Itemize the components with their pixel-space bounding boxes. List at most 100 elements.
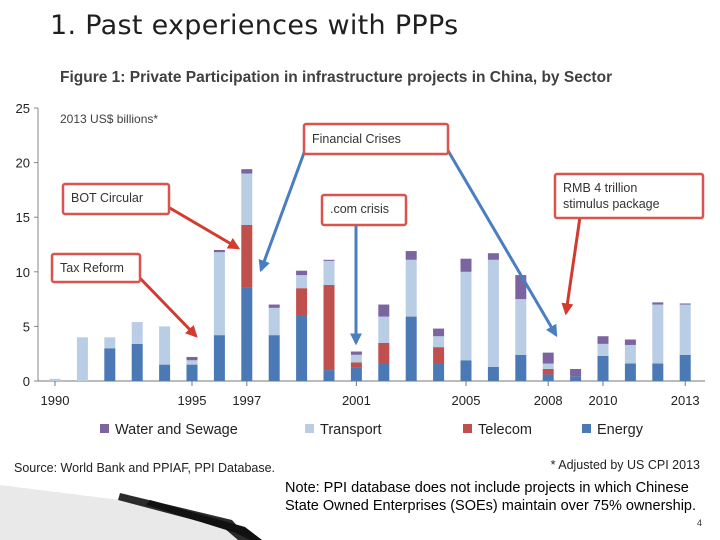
bar-segment-transport-2001 bbox=[350, 354, 362, 363]
x-tick-label: 1997 bbox=[232, 393, 261, 408]
slide-title: 1. Past experiences with PPPs bbox=[50, 10, 459, 41]
callout-arrow-rmb-stimulus bbox=[561, 216, 582, 316]
chart-source: Source: World Bank and PPIAF, PPI Databa… bbox=[14, 461, 275, 475]
bar-segment-energy-2000 bbox=[323, 370, 335, 381]
bar-segment-telecom-2002 bbox=[378, 342, 390, 364]
bar-segment-energy-2004 bbox=[433, 363, 445, 381]
bar-segment-water-2003 bbox=[405, 251, 417, 260]
bar-segment-transport-2006 bbox=[487, 259, 499, 367]
bar-segment-transport-2004 bbox=[433, 336, 445, 348]
bar-segment-transport-2010 bbox=[597, 343, 609, 356]
bar-segment-energy-1998 bbox=[268, 335, 280, 381]
bar-segment-energy-2001 bbox=[350, 367, 362, 381]
callout-arrow-financial-crises-right bbox=[441, 141, 558, 338]
bar-segment-water-1996 bbox=[213, 249, 225, 253]
y-tick-label: 5 bbox=[23, 319, 30, 334]
y-tick-label: 10 bbox=[16, 265, 30, 280]
bar-segment-telecom-2008 bbox=[542, 368, 554, 375]
y-tick-label: 20 bbox=[16, 156, 30, 171]
x-tick-label: 2001 bbox=[342, 393, 371, 408]
callout-box-financial-crises bbox=[302, 122, 450, 156]
callout-text-com-crisis: .com crisis bbox=[330, 202, 389, 216]
bar-segment-transport-2007 bbox=[515, 299, 527, 355]
callout-box-com-crisis bbox=[320, 193, 408, 227]
bar-segment-water-2008 bbox=[542, 352, 554, 364]
bar-segment-transport-2013 bbox=[679, 304, 691, 355]
bar-segment-energy-2013 bbox=[679, 354, 691, 381]
bar-segment-transport-1995 bbox=[186, 360, 198, 365]
bar-segment-water-1999 bbox=[296, 270, 308, 276]
bar-segment-energy-1993 bbox=[131, 343, 143, 381]
bar-segment-telecom-2004 bbox=[433, 347, 445, 364]
bar-segment-water-2002 bbox=[378, 304, 390, 317]
bar-segment-transport-1992 bbox=[104, 337, 116, 349]
bar-segment-telecom-1999 bbox=[296, 288, 308, 316]
sector-bar-chart: Figure 1: Private Participation in infra… bbox=[14, 69, 705, 475]
bar-segment-energy-2006 bbox=[487, 366, 499, 381]
callout-arrow-bot-circular bbox=[162, 202, 241, 250]
y-tick-label: 25 bbox=[16, 101, 30, 116]
bar-segment-energy-1999 bbox=[296, 315, 308, 381]
legend-label-telecom: Telecom bbox=[478, 422, 532, 438]
legend-label-energy: Energy bbox=[597, 422, 644, 438]
bar-segment-water-1995 bbox=[186, 356, 198, 361]
x-tick-label: 1990 bbox=[41, 393, 70, 408]
callout-text-financial-crises: Financial Crises bbox=[312, 132, 401, 146]
bar-segment-water-2001 bbox=[350, 351, 362, 355]
bar-segment-energy-1995 bbox=[186, 364, 198, 381]
x-tick-label: 1995 bbox=[178, 393, 207, 408]
bar-segment-transport-1999 bbox=[296, 275, 308, 289]
legend-swatch-water bbox=[100, 424, 109, 433]
bar-segment-transport-2000 bbox=[323, 260, 335, 285]
bar-segment-energy-2010 bbox=[597, 355, 609, 381]
callout-text-rmb-stimulus: stimulus package bbox=[563, 197, 660, 211]
bar-segment-transport-2003 bbox=[405, 259, 417, 317]
bar-segment-water-2011 bbox=[624, 339, 636, 345]
callout-text-tax-reform: Tax Reform bbox=[60, 261, 124, 275]
bar-segment-energy-2009 bbox=[570, 376, 582, 381]
figure-title: Figure 1: Private Participation in infra… bbox=[60, 69, 612, 86]
bar-segment-energy-1996 bbox=[213, 335, 225, 381]
bar-segment-energy-2011 bbox=[624, 363, 636, 381]
x-tick-label: 2013 bbox=[671, 393, 700, 408]
bar-segment-transport-1993 bbox=[131, 322, 143, 344]
bar-segment-energy-2012 bbox=[652, 363, 664, 381]
x-tick-label: 2010 bbox=[589, 393, 618, 408]
callout-box-rmb-stimulus bbox=[553, 172, 705, 220]
bar-segment-energy-2005 bbox=[460, 360, 472, 381]
callout-arrow-tax-reform bbox=[134, 272, 198, 338]
legend-swatch-energy bbox=[582, 424, 591, 433]
bar-segment-transport-2008 bbox=[542, 363, 554, 369]
legend-swatch-transport bbox=[305, 424, 314, 433]
legend-label-water: Water and Sewage bbox=[115, 422, 238, 438]
bar-segment-transport-1991 bbox=[76, 337, 88, 381]
bar-segment-water-2007 bbox=[515, 275, 527, 300]
y-tick-label: 15 bbox=[16, 210, 30, 225]
bar-segment-transport-1998 bbox=[268, 307, 280, 336]
page-number: 4 bbox=[697, 518, 703, 528]
callout-box-tax-reform bbox=[50, 252, 142, 284]
callout-arrow-financial-crises-left bbox=[258, 141, 310, 273]
bar-segment-transport-1990 bbox=[49, 378, 61, 381]
bar-segment-water-1997 bbox=[241, 169, 253, 174]
bar-segment-water-2013 bbox=[679, 303, 691, 305]
bar-segment-transport-2012 bbox=[652, 304, 664, 364]
callout-text-rmb-stimulus: RMB 4 trillion bbox=[563, 181, 637, 195]
bar-segment-energy-2002 bbox=[378, 363, 390, 381]
bar-segment-transport-1994 bbox=[159, 326, 171, 365]
bar-segment-telecom-2001 bbox=[350, 362, 362, 368]
bar-segment-energy-1994 bbox=[159, 364, 171, 381]
bar-segment-water-2004 bbox=[433, 328, 445, 337]
bar-segment-water-2006 bbox=[487, 253, 499, 260]
bar-segment-energy-2008 bbox=[542, 374, 554, 381]
bar-segment-water-2005 bbox=[460, 258, 472, 272]
bar-segment-transport-1996 bbox=[213, 252, 225, 336]
bar-segment-energy-2007 bbox=[515, 354, 527, 381]
x-tick-label: 2005 bbox=[452, 393, 481, 408]
bar-segment-water-2000 bbox=[323, 259, 335, 261]
bar-segment-water-2009 bbox=[570, 368, 582, 377]
bar-segment-water-2010 bbox=[597, 336, 609, 344]
callout-text-bot-circular: BOT Circular bbox=[71, 191, 143, 205]
legend-label-transport: Transport bbox=[320, 422, 382, 438]
